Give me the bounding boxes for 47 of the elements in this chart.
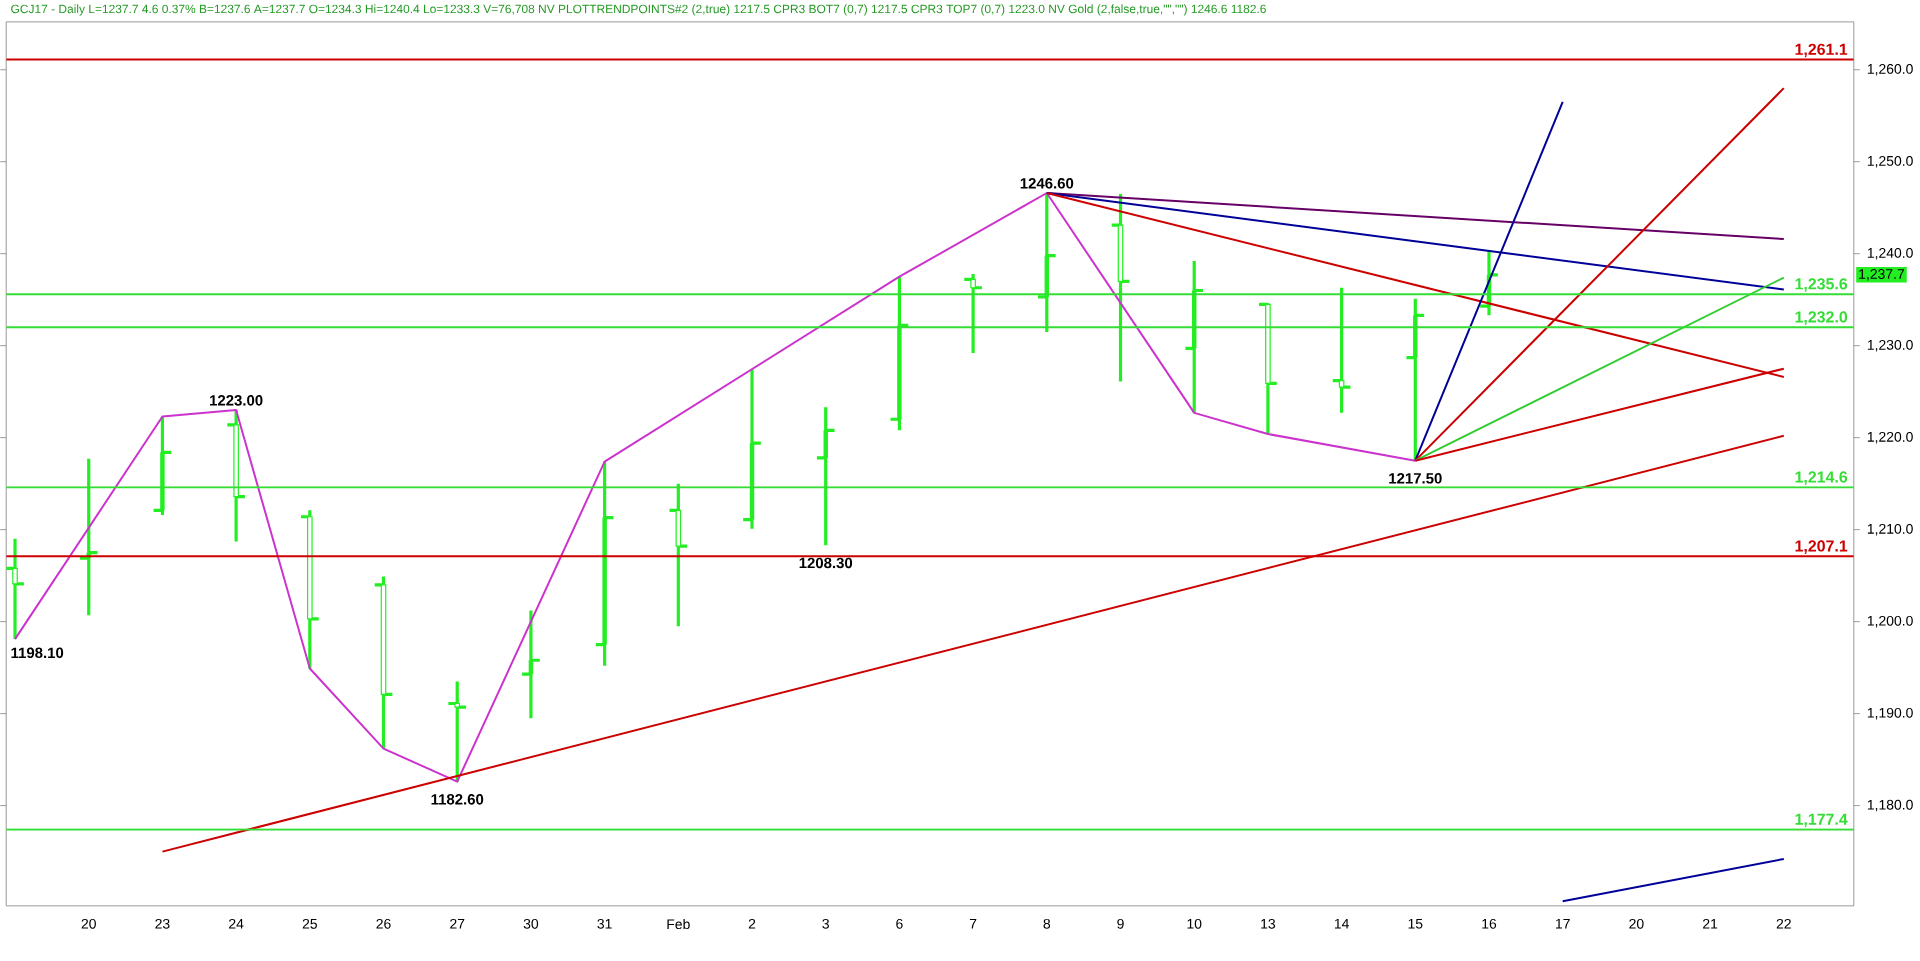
y-tick-label: 1,210.0 [1867,524,1913,536]
y-tick-label: 1,220.0 [1867,432,1913,444]
x-tick-label: 7 [969,919,977,929]
chart-title: GCJ17 - Daily L=1237.7 4.6 0.37% B=1237.6 A=1237.7 O=1234.3 Hi=1240.4 Lo=1233.3 V=76,708 NV PLOTTRENDPOINTS#2 (2,true) 1217.5 CPR3 BOT7 (0,7) 1217.5 CPR3 TOP7 (0,7) 1223.0 NV Gold (2,false,true,"","") 1246.6 1182.6 [11,4,1266,16]
x-tick-label: 15 [1408,919,1423,929]
ref-line-label: 1,235.6 [1795,278,1848,292]
x-tick-label: 22 [1776,919,1791,929]
ref-line-label: 1,207.1 [1795,540,1848,555]
x-tick-label: 8 [1043,919,1051,929]
x-tick-label: 30 [523,919,539,929]
ref-line-label: 1,232.0 [1795,311,1848,326]
x-tick-label: 31 [597,919,612,929]
x-tick-label: 25 [302,919,317,929]
x-tick-label: 3 [822,919,829,929]
y-tick-label: 1,190.0 [1867,708,1913,720]
x-tick-label: 26 [376,919,391,929]
annotation: 1217.50 [1389,473,1442,484]
y-tick-label: 1,200.0 [1867,616,1913,628]
x-tick-label: 9 [1117,919,1124,929]
annotation: 1182.60 [431,794,484,805]
x-tick-label: 2 [748,919,756,929]
x-tick-label: 17 [1556,919,1570,929]
x-tick-label: 20 [81,919,96,929]
y-tick-label: 1,260.0 [1867,64,1913,76]
x-tick-label: 21 [1703,919,1718,929]
x-tick-label: 6 [896,919,903,929]
annotation: 1246.60 [1020,178,1074,189]
x-tick-label: 20 [1629,919,1644,929]
y-tick-label: 1,230.0 [1867,340,1913,352]
y-tick-label: 1,250.0 [1867,156,1913,168]
ref-line-label: 1,177.4 [1795,813,1848,828]
y-tick-label: 1,240.0 [1867,248,1913,260]
x-tick-label: 27 [450,919,465,929]
annotation: 1198.10 [11,647,64,659]
x-tick-label: 10 [1187,919,1202,929]
x-tick-label: 16 [1482,919,1497,929]
x-tick-label: 23 [155,919,170,929]
ref-line-label: 1,214.6 [1795,471,1848,486]
text: 1,237.7 [1859,269,1905,281]
ref-line-label: 1,261.1 [1795,43,1848,58]
x-tick-label: Feb [667,919,690,930]
y-tick-label: 1,180.0 [1867,800,1913,812]
annotation: 1223.00 [210,395,263,406]
x-tick-label: 13 [1261,919,1276,929]
x-tick-label: 24 [229,919,244,929]
x-tick-label: 14 [1334,919,1349,929]
annotation: 1208.30 [799,557,853,569]
